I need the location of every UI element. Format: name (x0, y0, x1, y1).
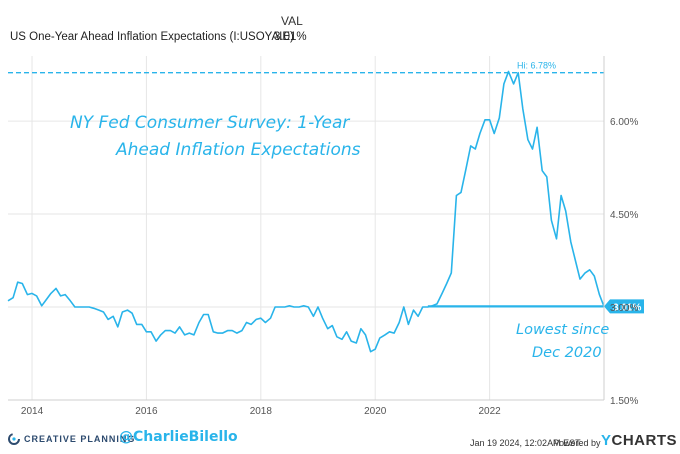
value-column-header: VAL (281, 14, 303, 28)
x-tick-label: 2022 (478, 406, 501, 417)
series-line (7, 70, 605, 353)
lowest-annotation-line1: Lowest since (516, 322, 610, 338)
x-tick-label: 2020 (364, 406, 387, 417)
lowest-annotation-line2: Dec 2020 (532, 345, 602, 361)
last-value-line: 3.01% (427, 299, 644, 314)
last-value-flag (604, 299, 644, 314)
y-tick-label: 4.50% (610, 210, 638, 221)
ycharts-logo[interactable]: YCHARTS (601, 432, 677, 449)
chart-title-annotation-line2: Ahead Inflation Expectations (116, 140, 361, 160)
x-tick-label: 2014 (21, 406, 44, 417)
high-label: Hi: 6.78% (517, 61, 556, 71)
x-axis: 2014 2016 2018 2020 2022 (8, 399, 604, 417)
chart-footer: CREATIVE PLANNING @CharlieBilello Jan 19… (0, 422, 680, 454)
y-tick-label: 3.00% (610, 303, 638, 314)
series-name-legend[interactable]: US One-Year Ahead Inflation Expectations… (10, 31, 294, 43)
y-tick-label: 6.00% (610, 117, 638, 128)
creative-planning-icon (8, 433, 20, 445)
creative-planning-text: CREATIVE PLANNING (24, 434, 136, 444)
chart-gridlines (8, 56, 604, 401)
y-tick-label: 1.50% (610, 396, 638, 407)
ycharts-logo-y: Y (601, 432, 612, 449)
chart-header: VAL US One-Year Ahead Inflation Expectat… (0, 0, 680, 46)
high-marker: Hi: 6.78% (8, 61, 604, 74)
last-value-label: 3.01% (613, 302, 641, 313)
x-tick-label: 2018 (250, 406, 273, 417)
series-current-value: 3.01% (274, 31, 307, 43)
line-chart[interactable]: Hi: 6.78% 3.01% 2014 2016 2018 2020 2022 1.5… (0, 46, 680, 422)
y-axis: 1.50% 3.00% 4.50% 6.00% (603, 56, 638, 407)
powered-by-label: Powered by (553, 438, 601, 448)
chart-title-annotation-line1: NY Fed Consumer Survey: 1-Year (70, 113, 350, 133)
creative-planning-logo: CREATIVE PLANNING (8, 433, 135, 445)
chart-series (7, 70, 605, 353)
ycharts-logo-text: CHARTS (611, 432, 678, 449)
chart-timestamp: Jan 19 2024, 12:02AM EST. (470, 438, 583, 448)
x-tick-label: 2016 (135, 406, 158, 417)
twitter-handle: @CharlieBilello (119, 429, 238, 445)
